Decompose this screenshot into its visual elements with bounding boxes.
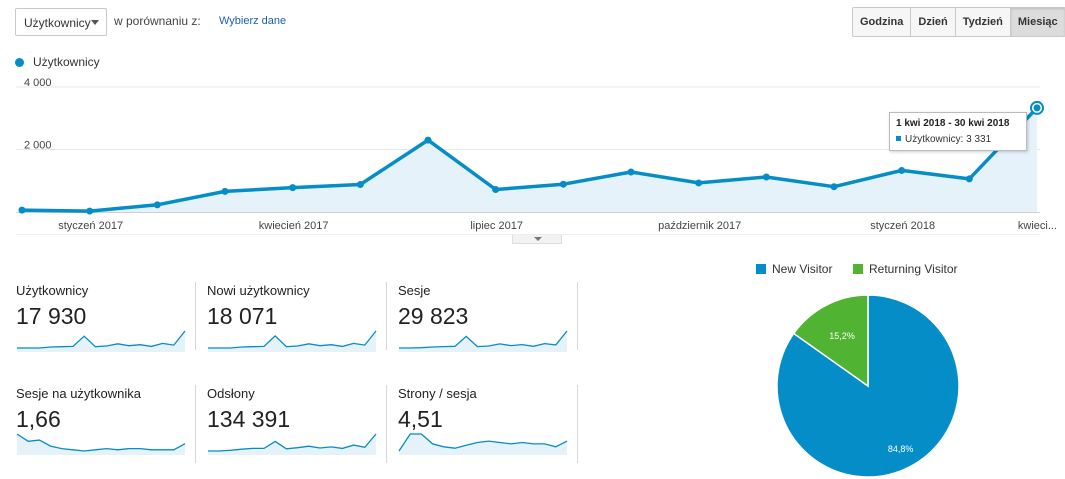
data-point[interactable] — [762, 173, 770, 181]
sparkline-area — [399, 331, 567, 352]
chart-tooltip: 1 kwi 2018 - 30 kwi 2018 Użytkownicy: 3 … — [889, 112, 1027, 151]
metric-tile-sessions[interactable]: Sesje 29 823 — [398, 283, 576, 365]
tile-divider — [195, 282, 196, 350]
metric-sparkline — [16, 433, 186, 455]
pie-legend-returning[interactable]: Returning Visitor — [853, 262, 958, 276]
granularity-toggle: Godzina Dzień Tydzień Miesiąc — [852, 7, 1065, 37]
data-point[interactable] — [492, 186, 500, 193]
metric-label: Sesje — [398, 283, 431, 298]
data-point[interactable] — [695, 179, 703, 187]
metric-label: Nowi użytkownicy — [207, 283, 310, 298]
data-point[interactable] — [627, 168, 635, 176]
metric-label: Odsłony — [207, 386, 255, 401]
users-line-chart[interactable]: 4 000 2 000 styczeń 2017 kwiecień 2017 lipie… — [0, 70, 1065, 235]
legend-label: New Visitor — [772, 262, 833, 276]
chevron-down-icon — [91, 20, 99, 25]
metric-label: Użytkownicy — [16, 283, 89, 298]
sparkline-line — [208, 330, 377, 349]
metric-tile-users[interactable]: Użytkownicy 17 930 — [16, 283, 194, 365]
data-point[interactable] — [18, 206, 26, 214]
tile-divider — [386, 282, 387, 350]
metric-tile-pages-per-session[interactable]: Strony / sesja 4,51 — [398, 386, 576, 468]
tooltip-value-text: Użytkownicy: 3 331 — [905, 134, 992, 145]
compare-label: w porównaniu z: — [114, 14, 201, 28]
legend-swatch — [853, 264, 863, 274]
metric-value: 18 071 — [207, 303, 278, 329]
data-point[interactable] — [356, 181, 364, 188]
metric-sparkline — [399, 330, 568, 352]
x-tick-label: styczeń 2018 — [870, 220, 935, 232]
pie-legend-new[interactable]: New Visitor — [756, 262, 832, 276]
data-point[interactable] — [424, 136, 432, 144]
sparkline-area — [17, 434, 185, 455]
pie-slice[interactable] — [792, 294, 869, 388]
tile-divider — [386, 385, 387, 463]
legend-marker — [15, 58, 24, 67]
metric-select-value: Użytkownicy — [24, 16, 91, 30]
granularity-day-button[interactable]: Dzień — [911, 8, 956, 36]
granularity-week-button[interactable]: Tydzień — [955, 8, 1011, 36]
sparkline-line — [16, 433, 186, 452]
data-point[interactable] — [86, 207, 94, 215]
sparkline-line — [17, 330, 186, 349]
metric-value: 1,66 — [16, 406, 61, 432]
tile-divider — [195, 385, 196, 463]
legend-label: Returning Visitor — [869, 262, 958, 276]
x-tick-label: październik 2017 — [658, 220, 741, 232]
sparkline-line — [398, 433, 568, 452]
chart-legend[interactable]: Użytkownicy — [15, 55, 100, 69]
collapse-chart-handle[interactable] — [512, 235, 562, 244]
x-tick-label: styczeń 2017 — [58, 220, 123, 232]
data-point[interactable] — [965, 175, 973, 183]
pie-slice-label: 15,2% — [829, 331, 855, 341]
data-point[interactable] — [289, 184, 297, 192]
metric-value: 4,51 — [398, 406, 443, 432]
tile-divider — [577, 385, 578, 463]
sparkline-area — [208, 331, 376, 352]
granularity-hour-button[interactable]: Godzina — [853, 8, 912, 36]
data-point[interactable] — [559, 180, 567, 188]
legend-series-name: Użytkownicy — [33, 55, 100, 69]
metric-tile-sessions-per-user[interactable]: Sesje na użytkownika 1,66 — [16, 386, 194, 468]
data-point[interactable] — [830, 183, 838, 191]
series-line — [21, 106, 1039, 213]
y-tick-label: 4 000 — [24, 77, 52, 89]
sparkline-area — [208, 434, 376, 455]
metric-sparkline — [208, 433, 377, 455]
x-tick-label: kwiecień 2017 — [259, 220, 329, 232]
metric-sparkline — [17, 330, 186, 352]
metric-value: 134 391 — [207, 406, 291, 432]
tile-divider — [577, 282, 578, 350]
y-tick-label: 2 000 — [24, 140, 52, 152]
metric-value: 17 930 — [16, 303, 87, 329]
visitor-type-pie-chart[interactable]: 84,8% 15,2% — [776, 294, 960, 478]
data-point[interactable] — [898, 166, 906, 174]
sparkline-area — [399, 434, 567, 455]
chevron-down-icon — [534, 237, 542, 241]
metric-tile-new-users[interactable]: Nowi użytkownicy 18 071 — [207, 283, 385, 365]
tooltip-marker — [896, 136, 901, 141]
data-point[interactable] — [153, 201, 161, 209]
metric-sparkline — [208, 330, 377, 352]
data-point[interactable] — [221, 187, 229, 195]
legend-swatch — [756, 264, 766, 274]
metric-select[interactable]: Użytkownicy — [15, 8, 107, 36]
x-tick-label: kwieci... — [1018, 220, 1057, 232]
tooltip-title: 1 kwi 2018 - 30 kwi 2018 — [896, 118, 1010, 129]
x-tick-label: lipiec 2017 — [470, 220, 523, 232]
select-data-link[interactable]: Wybierz dane — [219, 15, 287, 27]
tooltip-value: Użytkownicy: 3 331 — [896, 134, 991, 145]
pie-slice-label: 84,8% — [888, 444, 914, 454]
granularity-month-button[interactable]: Miesiąc — [1010, 8, 1065, 36]
metric-sparkline — [398, 433, 568, 455]
metric-label: Sesje na użytkownika — [16, 386, 142, 401]
metric-tile-pageviews[interactable]: Odsłony 134 391 — [207, 386, 385, 468]
series-area — [22, 107, 1037, 212]
metric-label: Strony / sesja — [398, 386, 477, 401]
metric-value: 29 823 — [398, 303, 469, 329]
sparkline-line — [399, 330, 568, 349]
data-point-highlighted-core — [1033, 104, 1041, 112]
sparkline-area — [17, 331, 185, 352]
sparkline-line — [208, 433, 377, 452]
